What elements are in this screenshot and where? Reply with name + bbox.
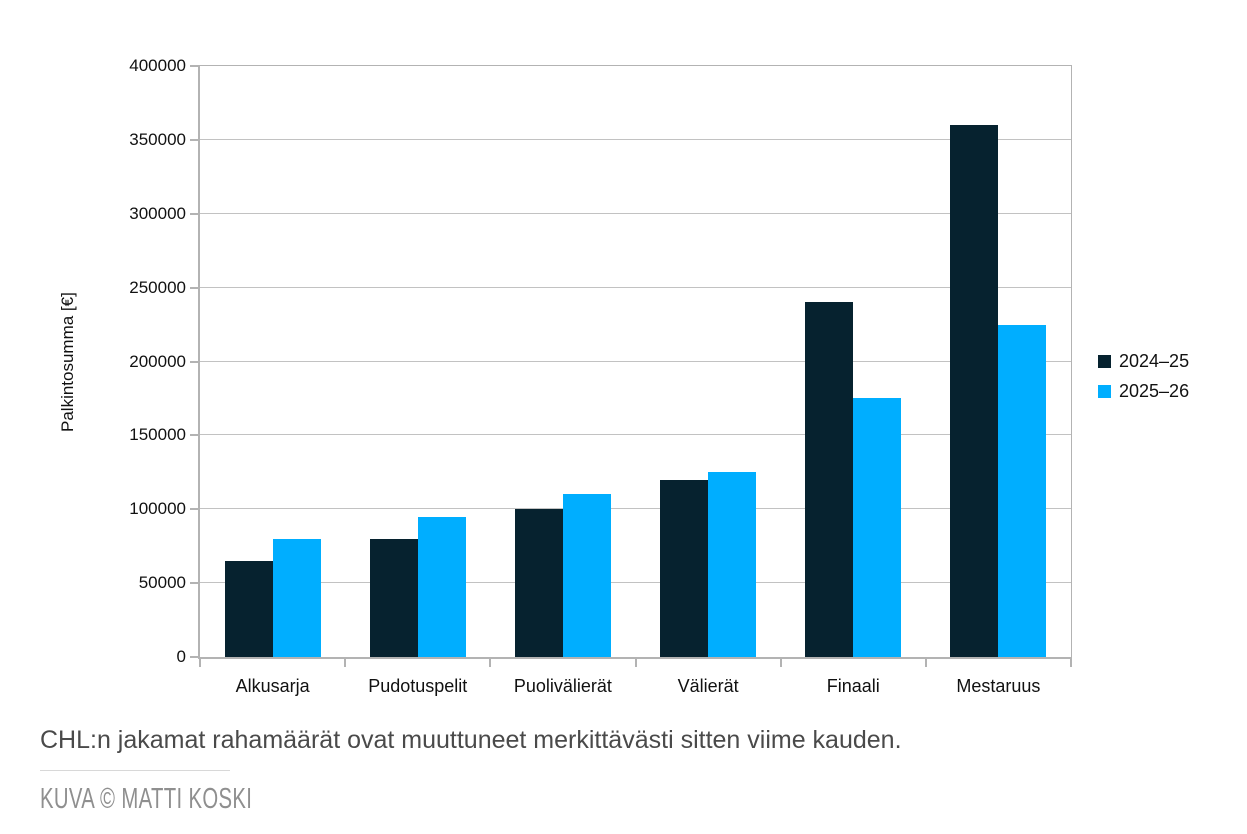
legend-label: 2025–26: [1119, 381, 1190, 401]
bar-202526-välierät: [708, 472, 757, 657]
y-tick-label: 400000: [129, 56, 186, 75]
y-tick-label: 0: [176, 647, 186, 666]
legend-swatch: [1098, 355, 1111, 368]
legend: 2024–25 2025–26: [1098, 351, 1189, 411]
y-tick-mark: [190, 434, 198, 437]
x-tick-mark: [199, 659, 201, 667]
y-tick-mark: [190, 582, 198, 585]
y-tick-label: 100000: [129, 499, 186, 519]
x-axis-label: Alkusarja: [235, 676, 310, 696]
y-tick-label: 350000: [129, 129, 186, 149]
x-tick-mark: [634, 659, 637, 667]
y-tick-label: 50000: [138, 573, 186, 593]
prize-money-bar-chart: Palkintosumma [€] 2024–25 2025–26 0 50000 1…: [58, 56, 1189, 696]
legend-swatch: [1098, 385, 1111, 398]
bar-202425-välierät: [660, 479, 709, 657]
y-tick-mark: [190, 360, 198, 363]
x-axis-label: Pudotuspelit: [368, 676, 468, 696]
gridline: [200, 582, 1071, 584]
y-tick-mark: [190, 65, 198, 67]
y-tick-mark: [190, 212, 198, 215]
bar-202425-alkusarja: [224, 560, 273, 657]
bar-202526-finaali: [853, 398, 902, 657]
plot-area: [198, 65, 1072, 659]
x-tick-mark: [779, 659, 782, 667]
bar-202526-puolivälierät: [562, 494, 611, 657]
x-tick-mark: [489, 659, 492, 667]
x-axis-label: Finaali: [826, 676, 880, 696]
bar-202425-pudotuspelit: [369, 538, 418, 657]
gridline: [200, 434, 1071, 436]
figure-caption: CHL:n jakamat rahamäärät ovat muuttuneet…: [40, 726, 902, 754]
x-tick-mark: [924, 659, 927, 667]
bar-202425-finaali: [805, 302, 854, 657]
bar-202425-mestaruus: [950, 125, 999, 657]
x-axis-label: Välierät: [677, 676, 739, 696]
x-axis-label: Mestaruus: [956, 676, 1041, 696]
y-tick-label: 250000: [129, 277, 186, 297]
y-tick-label: 150000: [129, 425, 186, 445]
bar-202526-pudotuspelit: [417, 516, 466, 657]
gridline: [200, 508, 1071, 510]
y-tick-label: 200000: [129, 351, 186, 371]
gridline: [200, 286, 1071, 288]
legend-label: 2024–25: [1119, 351, 1190, 371]
bar-202526-mestaruus: [998, 324, 1047, 657]
x-tick-mark: [344, 659, 347, 667]
caption-divider: [40, 770, 230, 771]
x-tick-mark: [1070, 659, 1072, 667]
photo-credit: KUVA © MATTI KOSKI: [40, 783, 253, 815]
legend-item: 2025–26: [1098, 381, 1189, 402]
y-tick-mark: [190, 656, 198, 658]
y-tick-mark: [190, 286, 198, 289]
y-tick-label: 300000: [129, 203, 186, 223]
gridline: [200, 360, 1071, 362]
bar-202526-alkusarja: [272, 538, 321, 657]
bar-202425-puolivälierät: [514, 509, 563, 657]
y-tick-mark: [190, 508, 198, 511]
y-tick-mark: [190, 138, 198, 141]
legend-item: 2024–25: [1098, 351, 1189, 372]
gridline: [200, 212, 1071, 214]
gridline: [200, 138, 1071, 140]
x-axis-label: Puolivälierät: [513, 676, 612, 696]
